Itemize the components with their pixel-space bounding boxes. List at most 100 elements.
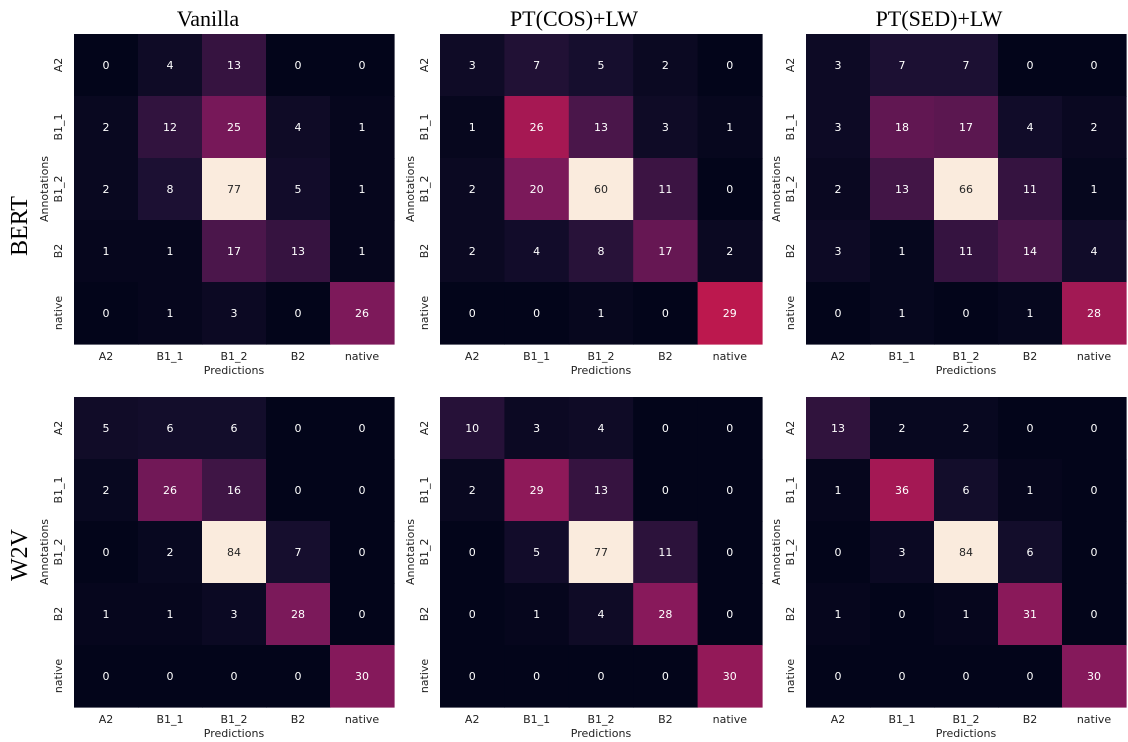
- heatmap-cell: [934, 521, 999, 584]
- cell-value-label: 4: [1091, 245, 1098, 258]
- cell-value-label: 1: [167, 245, 174, 258]
- y-tick-label: A2: [418, 58, 431, 73]
- x-tick-label: A2: [99, 350, 114, 363]
- heatmap-cell: [440, 282, 505, 345]
- cell-value-label: 1: [359, 183, 366, 196]
- heatmap-cell: [568, 34, 634, 97]
- heatmap-cell: [1062, 34, 1127, 97]
- cell-value-label: 1: [726, 121, 733, 134]
- heatmap-cell: [504, 583, 570, 646]
- y-tick-label: B2: [784, 607, 797, 622]
- cell-value-label: 1: [167, 307, 174, 320]
- heatmap-cell: [998, 583, 1063, 646]
- cell-value-label: 0: [469, 546, 476, 559]
- heatmap-cell: [998, 521, 1063, 584]
- heatmap-cell: [330, 96, 395, 159]
- cell-value-label: 2: [662, 59, 669, 72]
- y-tick-label: B2: [418, 607, 431, 622]
- heatmap-cell: [266, 282, 331, 345]
- y-axis-label: Annotations: [404, 156, 417, 222]
- cell-value-label: 30: [723, 670, 737, 683]
- cell-value-label: 8: [598, 245, 605, 258]
- x-tick-label: native: [345, 350, 380, 363]
- heatmap-cell: [138, 220, 203, 283]
- cell-value-label: 0: [469, 670, 476, 683]
- heatmap-panel: 5 6 6 0 0 2 26 16 0 0 0 2 84 7 0 1 1 3 28 0 0 0 0 0 30 A2 B1_1 B1_2…: [38, 397, 395, 740]
- heatmap-cell: [504, 158, 570, 221]
- heatmap-cell: [934, 583, 999, 646]
- heatmap-cell: [440, 96, 505, 159]
- heatmap-cell: [1062, 583, 1127, 646]
- heatmap-cell: [870, 645, 935, 708]
- cell-value-label: 4: [295, 121, 302, 134]
- cell-value-label: 36: [895, 484, 909, 497]
- y-tick-label: B1_2: [418, 538, 431, 565]
- y-tick-label: native: [52, 296, 65, 331]
- x-tick-label: A2: [831, 713, 846, 726]
- x-tick-label: B1_2: [587, 713, 614, 726]
- y-tick-label: B2: [52, 244, 65, 259]
- heatmap-cell: [870, 158, 935, 221]
- heatmap-cell: [138, 96, 203, 159]
- cell-value-label: 18: [895, 121, 909, 134]
- cell-value-label: 0: [231, 670, 238, 683]
- x-tick-label: B2: [658, 350, 673, 363]
- heatmap-cell: [202, 397, 267, 460]
- heatmap-cell: [138, 521, 203, 584]
- cell-value-label: 1: [835, 484, 842, 497]
- cell-value-label: 84: [227, 546, 241, 559]
- y-tick-label: native: [52, 659, 65, 694]
- heatmap-cell: [330, 158, 395, 221]
- heatmap-cell: [633, 645, 699, 708]
- heatmap-cell: [998, 220, 1063, 283]
- cell-value-label: 3: [533, 422, 540, 435]
- heatmap-cell: [697, 645, 763, 708]
- cell-value-label: 20: [530, 183, 544, 196]
- cell-value-label: 2: [103, 183, 110, 196]
- cell-value-label: 6: [231, 422, 238, 435]
- cell-value-label: 0: [899, 670, 906, 683]
- cell-value-label: 29: [723, 307, 737, 320]
- heatmap-cell: [568, 96, 634, 159]
- cell-value-label: 1: [533, 608, 540, 621]
- heatmap-cell: [74, 220, 139, 283]
- y-axis-label: Annotations: [770, 156, 783, 222]
- x-tick-label: B1_2: [952, 713, 979, 726]
- cell-value-label: 1: [359, 121, 366, 134]
- heatmap-cell: [138, 34, 203, 97]
- y-tick-label: B1_1: [418, 113, 431, 140]
- cell-value-label: 1: [103, 245, 110, 258]
- x-tick-label: native: [1077, 350, 1112, 363]
- cell-value-label: 2: [835, 183, 842, 196]
- cell-value-label: 13: [594, 484, 608, 497]
- cell-value-label: 1: [359, 245, 366, 258]
- heatmap-cell: [934, 459, 999, 522]
- heatmap-cell: [266, 220, 331, 283]
- x-tick-label: A2: [465, 350, 480, 363]
- cell-value-label: 0: [963, 307, 970, 320]
- x-axis-label: Predictions: [204, 364, 265, 377]
- cell-value-label: 0: [295, 670, 302, 683]
- heatmap-cell: [330, 397, 395, 460]
- cell-value-label: 26: [355, 307, 369, 320]
- heatmap-cell: [74, 96, 139, 159]
- y-tick-label: A2: [784, 58, 797, 73]
- x-axis-label: Predictions: [571, 364, 632, 377]
- heatmap-cell: [934, 282, 999, 345]
- cell-value-label: 1: [598, 307, 605, 320]
- heatmap-cell: [633, 397, 699, 460]
- heatmap-cell: [1062, 220, 1127, 283]
- heatmap-cell: [74, 459, 139, 522]
- x-tick-label: B2: [658, 713, 673, 726]
- heatmap-cell: [870, 282, 935, 345]
- heatmap-cell: [1062, 521, 1127, 584]
- heatmap-cell: [138, 459, 203, 522]
- heatmap-cell: [202, 645, 267, 708]
- cell-value-label: 3: [662, 121, 669, 134]
- heatmap-cell: [330, 34, 395, 97]
- heatmap-cell: [633, 34, 699, 97]
- heatmap-cell: [202, 96, 267, 159]
- cell-value-label: 0: [1027, 422, 1034, 435]
- heatmap-cell: [806, 96, 871, 159]
